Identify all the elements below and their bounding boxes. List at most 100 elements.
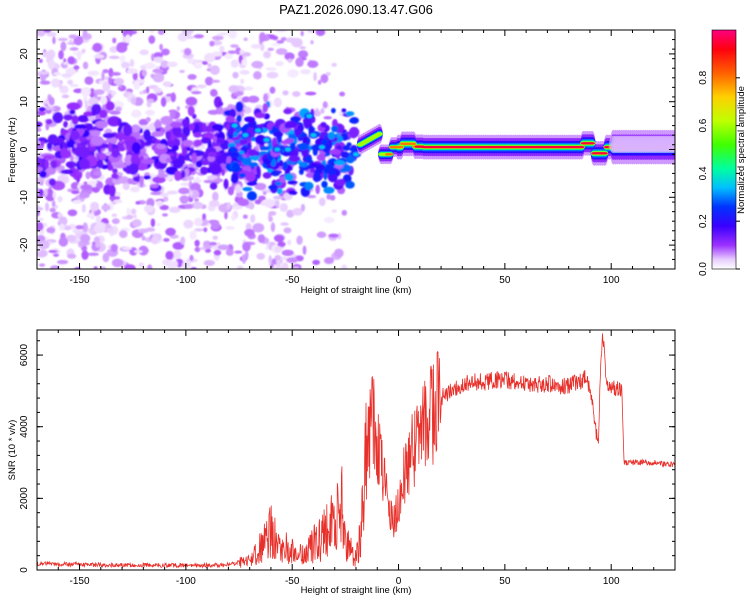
spectrogram-cell [297,50,309,59]
spectrogram-cell [114,191,121,197]
spectrogram-cell [77,50,82,61]
spectrogram-cell [124,264,136,269]
spectrogram-cell [96,159,104,169]
spectrogram-cell [194,246,201,253]
spectrogram-cell [204,248,212,253]
spectrogram-cell [302,133,308,138]
spectrogram-cell [91,109,96,117]
colorbar-gradient [712,30,736,269]
spectrogram-cell [224,53,234,60]
spectrogram-cell [213,178,224,183]
spectrogram-cell [85,123,93,131]
figure-title: PAZ1.2026.090.13.47.G06 [279,2,433,17]
spectrogram-cell [306,114,313,119]
spectrogram-cell [310,162,315,167]
spectrogram-cell [209,182,218,190]
spectrogram-cell [247,95,260,103]
spectrogram-cell [42,51,54,58]
spectrogram-cell [180,236,186,245]
spectrogram-cell [95,120,108,129]
spectrogram-cell [243,37,248,42]
spectrogram-cell [218,101,224,107]
spectrogram-cell [172,145,179,151]
spectrogram-cell [81,48,86,54]
spectrogram-cell [135,201,141,205]
spectrogram-cell [72,199,82,205]
spectrogram-cell [239,49,245,55]
spectrogram-cell [58,216,68,227]
spectrogram-cell [283,227,292,234]
spectrogram-cell [211,79,221,83]
spectrogram-cell [156,200,164,207]
spectrogram-cell [146,98,155,103]
spectrogram-cell [287,69,299,78]
spectrogram-cell [226,155,232,164]
spectrogram-cell [107,142,113,153]
spectrogram-cell [93,266,98,269]
spectrogram-cell [274,245,283,253]
spectrogram-cell [133,214,137,219]
spectrogram-cell [90,130,101,137]
spectrogram-cell [327,167,337,176]
spectrogram-cell [159,43,163,51]
spectrogram-cell [150,218,156,228]
snr-y-tick-label: 0 [19,567,30,573]
spectrogram-cell [120,61,131,69]
spectrogram-cell [209,65,220,75]
spectrogram-cell [259,32,266,42]
spectrogram-cell [79,233,91,243]
spectrogram-cell [293,128,302,136]
spectrogram-cell [37,127,42,132]
spectrogram-cell [320,107,325,114]
spectrogram-cell [78,126,84,137]
spectrogram-cell [331,209,337,213]
spectrogram-cell [191,152,197,164]
spectrogram-cell [67,162,73,169]
spectrogram-cell [141,235,146,241]
spectrogram-cell [153,87,162,94]
spectrogram-cell [295,57,304,68]
spectrogram-cell [121,246,133,251]
spectrogram-cell [166,61,178,68]
spectrogram-cell [283,108,293,115]
spectrogram-cell [111,218,120,225]
spectrogram-y-label: Frequency (Hz) [7,117,18,182]
spectrogram-cell [92,42,103,53]
spectrogram-cell [87,252,100,257]
spectrogram-cell [79,158,90,170]
spectrogram-cell [126,207,131,215]
spectrogram-cell [181,30,194,36]
spectrogram-cell [345,111,355,117]
spectrogram-cell [276,187,283,195]
spectrogram-cell [37,121,43,128]
spectrogram-cell [209,40,215,47]
spectrogram-cell [304,156,313,162]
spectrogram-cell [244,86,254,91]
spectrogram-cell [300,68,311,75]
spectrogram-y-tick-label: 10 [19,96,30,108]
spectrogram-cell [181,118,190,129]
spectrogram-cell [182,139,194,147]
spectrogram-cell [334,159,346,166]
spectrogram-cell [131,142,141,154]
spectrogram-cell [66,234,77,242]
spectrogram-cell [242,186,253,192]
spectrogram-cell [60,169,74,175]
spectrogram-cell [181,260,192,269]
spectrogram-cell [228,85,239,93]
spectrogram-cell [209,241,217,246]
spectrogram-cell [181,170,186,178]
spectrogram-cell [317,79,322,85]
spectrogram-cell [111,173,119,180]
spectrogram-cell [313,171,321,183]
spectrogram-cell [63,120,69,128]
spectrogram-cell [277,241,286,248]
spectrogram-x-tick-label: -50 [285,275,300,286]
spectrogram-cell [341,264,348,269]
spectrogram-cell [90,135,104,146]
spectrogram-cell [161,48,170,56]
spectrogram-cell [216,155,225,165]
spectrogram-cell [37,221,44,231]
spectrogram-cell [203,259,216,267]
